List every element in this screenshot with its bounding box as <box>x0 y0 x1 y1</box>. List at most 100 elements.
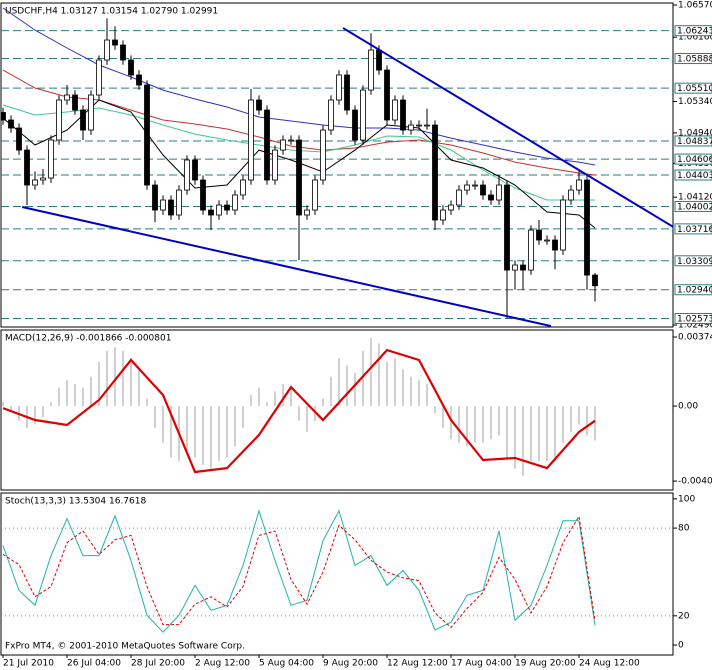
candle-body <box>520 264 526 271</box>
candle-body <box>280 139 286 151</box>
level-label-box <box>674 82 712 94</box>
candle-body <box>40 177 46 181</box>
level-label: 1.03716 <box>677 225 712 235</box>
copyright: FxPro MT4, © 2001-2010 MetaQuotes Softwa… <box>5 642 245 652</box>
candle-body <box>120 44 126 61</box>
level-label-box <box>674 153 712 165</box>
candle-body <box>384 69 390 121</box>
x-tick-label: 12 Aug 12:00 <box>387 659 448 669</box>
candle-body <box>552 239 558 251</box>
level-label-box <box>674 255 712 267</box>
candle-body <box>536 229 542 241</box>
x-tick-label: 26 Jul 04:00 <box>67 659 121 669</box>
moving-average <box>2 7 596 166</box>
candle-body <box>456 189 462 206</box>
candle-body <box>400 99 406 131</box>
trend-line <box>342 27 673 228</box>
y-tick-label: 1.04120 <box>678 193 712 203</box>
level-label-box <box>674 284 712 296</box>
candle-body <box>312 179 318 211</box>
candle-body <box>320 129 326 181</box>
y-tick-label: 80 <box>678 524 690 534</box>
candle-body <box>448 204 454 211</box>
candle-body <box>184 159 190 191</box>
price-panel <box>0 2 674 328</box>
candle-body <box>128 59 134 76</box>
candle-body <box>160 199 166 211</box>
stoch-panel <box>0 492 674 656</box>
candle-body <box>56 99 62 141</box>
level-label-box <box>674 223 712 235</box>
level-label-box <box>674 313 712 325</box>
y-tick-label: 20 <box>678 611 690 621</box>
level-label: 1.05510 <box>677 84 712 94</box>
level-label-box <box>674 25 712 37</box>
candle-body <box>136 74 142 86</box>
candle-body <box>216 204 222 216</box>
candle-body <box>328 99 334 131</box>
level-label-box <box>674 135 712 147</box>
candle-body <box>248 99 254 181</box>
x-tick-label: 21 Jul 2010 <box>3 659 54 669</box>
candle-body <box>368 49 374 91</box>
candle-body <box>488 194 494 201</box>
candle-body <box>176 189 182 216</box>
panel-title: USDCHF,H4 1.03127 1.03154 1.02790 1.0299… <box>5 7 218 17</box>
candle-body <box>1 112 6 121</box>
x-tick-label: 2 Aug 12:00 <box>195 659 250 669</box>
candle-body <box>472 184 478 187</box>
level-label: 1.06243 <box>677 27 712 37</box>
candle-body <box>560 199 566 251</box>
level-label-box <box>674 200 712 212</box>
x-tick-label: 5 Aug 04:00 <box>259 659 314 669</box>
panel-title: MACD(12,26,9) -0.001866 -0.000801 <box>5 334 171 344</box>
candle-body <box>376 49 382 71</box>
level-label: 1.02940 <box>677 286 712 296</box>
candle-body <box>88 94 94 131</box>
level-label-box <box>674 169 712 181</box>
candle-body <box>408 124 414 131</box>
candle-body <box>8 119 14 129</box>
y-tick-label: 1.06160 <box>678 33 712 43</box>
candle-body <box>80 109 86 131</box>
candle-body <box>16 127 22 151</box>
level-label: 1.04002 <box>677 202 712 212</box>
level-label: 1.04606 <box>677 155 712 165</box>
y-tick-label: 1.05340 <box>678 97 712 107</box>
candle-body <box>568 189 574 201</box>
y-tick-label: 1.06570 <box>678 1 712 11</box>
level-label: 1.03309 <box>677 257 712 267</box>
y-tick-label: -0.004074 <box>678 477 712 487</box>
candle-body <box>264 109 270 181</box>
candle-body <box>72 94 78 111</box>
stoch-line <box>2 509 596 633</box>
candle-body <box>24 149 30 186</box>
candle-body <box>192 159 198 181</box>
candle-body <box>304 209 310 216</box>
candle-body <box>112 39 118 46</box>
moving-average <box>2 99 596 229</box>
trend-line <box>21 206 552 327</box>
candle-body <box>240 179 246 196</box>
price-plot <box>1 7 673 327</box>
candle-body <box>544 239 550 242</box>
macd-panel <box>0 329 674 491</box>
y-tick-label: 1.04940 <box>678 128 712 138</box>
candle-body <box>432 124 438 221</box>
candle-body <box>152 184 158 211</box>
candle-body <box>392 99 398 121</box>
candle-body <box>232 194 238 211</box>
candle-body <box>416 124 422 127</box>
candle-body <box>440 209 446 221</box>
y-tick-label: 1.02490 <box>678 321 712 331</box>
candle-body <box>296 139 302 216</box>
y-tick-label: 0.003749 <box>678 333 712 343</box>
level-label: 1.02573 <box>677 315 712 325</box>
candle-body <box>208 209 214 216</box>
candle-body <box>424 124 430 127</box>
candle-body <box>32 179 38 186</box>
candle-body <box>336 74 342 101</box>
candle-body <box>48 139 54 179</box>
y-tick-label: 100 <box>678 494 695 504</box>
